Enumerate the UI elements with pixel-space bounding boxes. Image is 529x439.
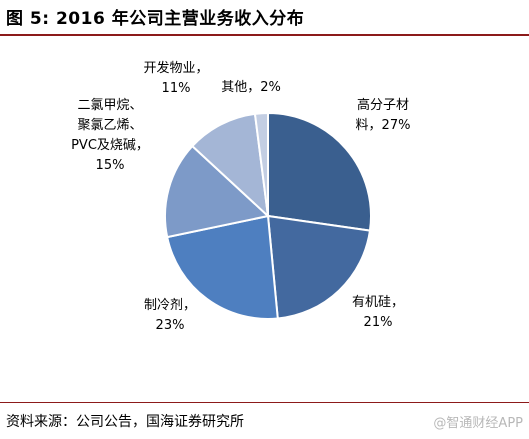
pie-chart: 高分子材料，27% 有机硅， 21% 制冷剂， 23% 二氯甲烷、聚氯乙烯、 PVC及烧碱，… [0,36,529,396]
pie-slice-4 [190,112,270,219]
pie-slice-2 [165,214,279,320]
pie-label-0: 高分子材料，27% [356,97,411,133]
pie-label-1: 有机硅， 21% [352,295,404,330]
pie-label-line: 高分子材 [357,97,409,113]
pie-chart-svg: 高分子材料，27% 有机硅， 21% 制冷剂， 23% 二氯甲烷、聚氯乙烯、 PVC及烧碱，… [71,60,411,333]
pie-label-line: 料，27% [356,118,411,133]
pie-slice-5 [253,111,269,217]
source-rule [0,402,529,403]
figure-title: 图 5: 2016 年公司主营业务收入分布 [6,9,305,29]
pie-label-4: 开发物业， 11% [143,60,208,96]
pie-label-3: 二氯甲烷、聚氯乙烯、 PVC及烧碱， 15% [71,98,149,173]
pie-label-line: 15% [96,158,125,173]
pie-slice-1 [266,214,372,320]
title-rule [0,34,529,36]
pie-label-line: 有机硅， [352,295,404,310]
pie-label-line: 23% [156,318,185,333]
pie-label-line: 二氯甲烷、 [77,98,142,113]
watermark: @智通财经APP [433,416,523,431]
pie-label-line: 21% [364,315,393,330]
pie-label-line: 其他，2% [221,80,281,95]
pie-label-line: 11% [162,81,191,96]
pie-slice-3 [164,144,271,239]
pie-label-5: 其他，2% [221,80,281,95]
pie-label-line: 聚氯乙烯、 [77,118,142,133]
source-note: 资料来源：公司公告，国海证券研究所 [6,414,244,430]
pie-label-line: 制冷剂， [144,298,196,313]
pie-label-2: 制冷剂， 23% [144,298,196,333]
pie-label-line: PVC及烧碱， [71,138,149,153]
pie-slice-0 [267,111,372,232]
pie-label-line: 开发物业， [143,60,208,76]
